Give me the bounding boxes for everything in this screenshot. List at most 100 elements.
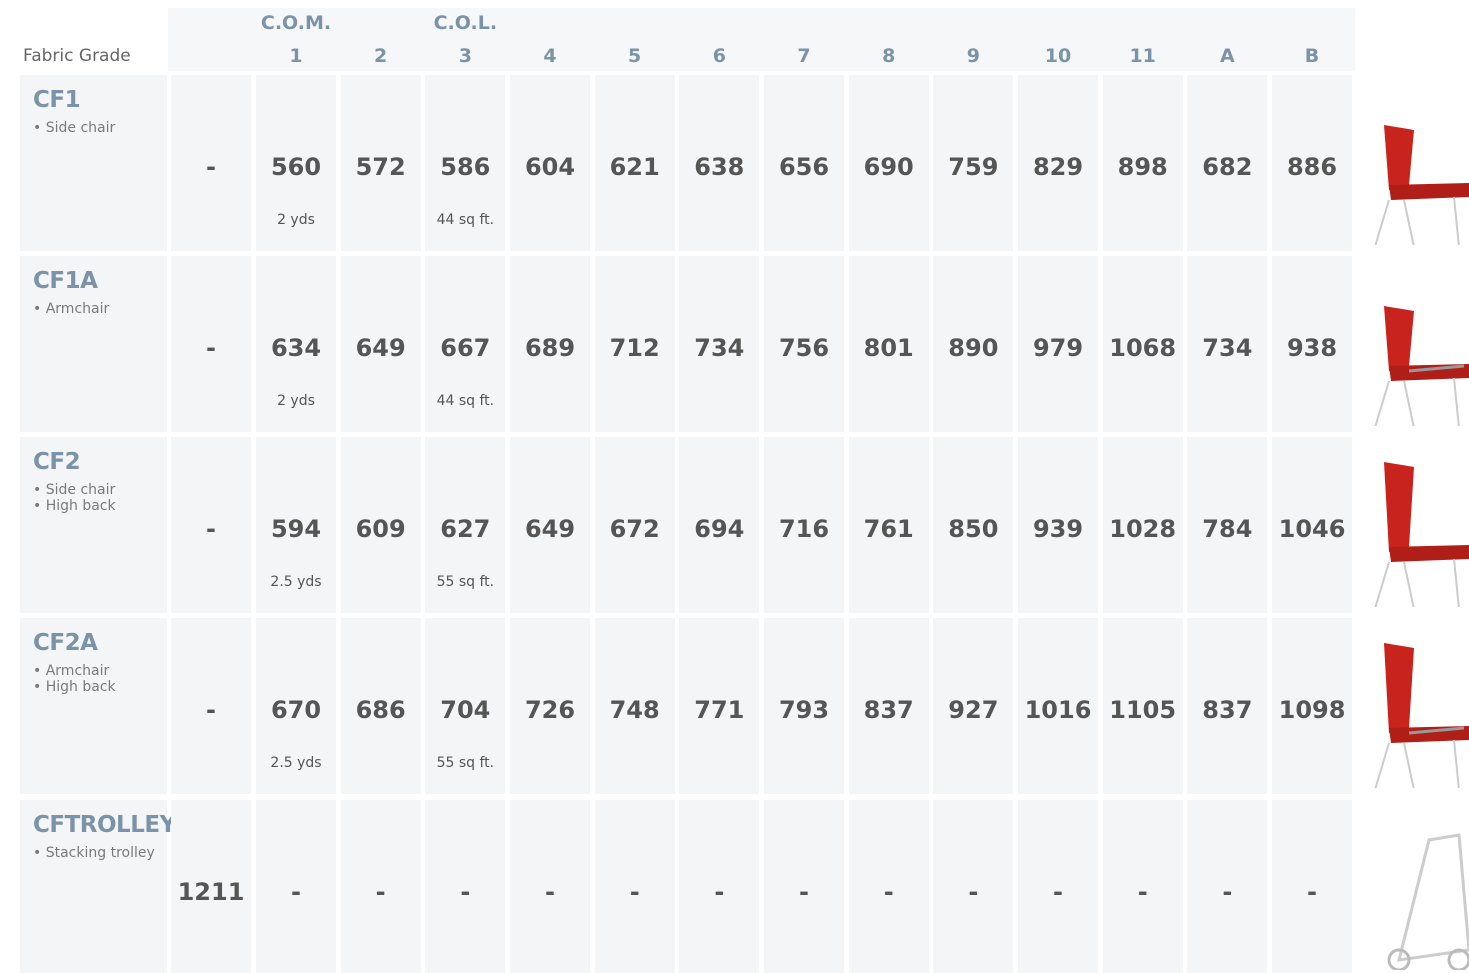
product-image (1359, 800, 1469, 970)
price: 829 (1018, 153, 1098, 181)
grade-label: B (1272, 45, 1352, 67)
price: - (679, 878, 759, 906)
yardage-note: 44 sq ft. (415, 393, 515, 409)
yardage-note: 2 yds (246, 212, 346, 228)
price: 621 (595, 153, 675, 181)
grade-label: 5 (595, 45, 675, 67)
yardage-note: 55 sq ft. (415, 755, 515, 771)
price: 594 (256, 515, 336, 543)
price: - (595, 878, 675, 906)
price: - (1103, 878, 1183, 906)
price: 667 (425, 334, 505, 362)
grade-group-label: C.O.L. (405, 12, 525, 34)
price: 704 (425, 696, 505, 724)
model-code: CF1 (33, 87, 80, 113)
model-code: CF2 (33, 449, 80, 475)
grade-label: A (1187, 45, 1267, 67)
price: 609 (341, 515, 421, 543)
base-price: - (171, 515, 251, 543)
grade-label: 8 (849, 45, 929, 67)
price: 837 (1187, 696, 1267, 724)
price: 649 (341, 334, 421, 362)
base-price: - (171, 334, 251, 362)
price: 627 (425, 515, 505, 543)
price: 1068 (1103, 334, 1183, 362)
price: 1098 (1272, 696, 1352, 724)
grade-label: 9 (933, 45, 1013, 67)
price: 560 (256, 153, 336, 181)
yardage-note: 55 sq ft. (415, 574, 515, 590)
price: 716 (764, 515, 844, 543)
feature: High back (33, 679, 116, 695)
grade-label: 7 (764, 45, 844, 67)
base-price: 1211 (171, 878, 251, 906)
price: 604 (510, 153, 590, 181)
price: 682 (1187, 153, 1267, 181)
grade-label: 11 (1103, 45, 1183, 67)
price: - (933, 878, 1013, 906)
page: Fabric Grade (() => { const data = JSON.… (0, 0, 1469, 973)
price: 1028 (1103, 515, 1183, 543)
price: 694 (679, 515, 759, 543)
price: - (1018, 878, 1098, 906)
feature: Armchair (33, 663, 109, 679)
price: 979 (1018, 334, 1098, 362)
price: 690 (849, 153, 929, 181)
price: 784 (1187, 515, 1267, 543)
product-image (1359, 437, 1469, 607)
feature: Side chair (33, 482, 115, 498)
price: 939 (1018, 515, 1098, 543)
grade-label: 4 (510, 45, 590, 67)
price: 689 (510, 334, 590, 362)
grade-group-label: C.O.M. (236, 12, 356, 34)
model-code: CFTROLLEY (33, 812, 176, 838)
price: 686 (341, 696, 421, 724)
price: 793 (764, 696, 844, 724)
base-price: - (171, 153, 251, 181)
grade-label: 2 (341, 45, 421, 67)
price: 586 (425, 153, 505, 181)
price: - (256, 878, 336, 906)
yardage-note: 2.5 yds (246, 755, 346, 771)
feature: High back (33, 498, 116, 514)
price: 1105 (1103, 696, 1183, 724)
price: 837 (849, 696, 929, 724)
price: 850 (933, 515, 1013, 543)
price: 927 (933, 696, 1013, 724)
yardage-note: 2.5 yds (246, 574, 346, 590)
price: 890 (933, 334, 1013, 362)
price: 1016 (1018, 696, 1098, 724)
price: 898 (1103, 153, 1183, 181)
grade-label: 10 (1018, 45, 1098, 67)
feature: Armchair (33, 301, 109, 317)
yardage-note: 2 yds (246, 393, 346, 409)
price: - (1272, 878, 1352, 906)
product-image (1359, 75, 1469, 245)
price: 938 (1272, 334, 1352, 362)
price: 726 (510, 696, 590, 724)
base-price: - (171, 696, 251, 724)
grade-label: 6 (679, 45, 759, 67)
price: 712 (595, 334, 675, 362)
price: - (764, 878, 844, 906)
price: - (341, 878, 421, 906)
price: 638 (679, 153, 759, 181)
product-image (1359, 618, 1469, 788)
price: 748 (595, 696, 675, 724)
price: 759 (933, 153, 1013, 181)
price: 672 (595, 515, 675, 543)
price: 886 (1272, 153, 1352, 181)
product-image (1359, 256, 1469, 426)
price: - (1187, 878, 1267, 906)
price: - (510, 878, 590, 906)
price: 572 (341, 153, 421, 181)
price: - (425, 878, 505, 906)
price: 670 (256, 696, 336, 724)
price: 734 (1187, 334, 1267, 362)
feature: Stacking trolley (33, 845, 155, 861)
model-code: CF1A (33, 268, 97, 294)
price: 649 (510, 515, 590, 543)
price: 761 (849, 515, 929, 543)
price: 801 (849, 334, 929, 362)
price: 1046 (1272, 515, 1352, 543)
